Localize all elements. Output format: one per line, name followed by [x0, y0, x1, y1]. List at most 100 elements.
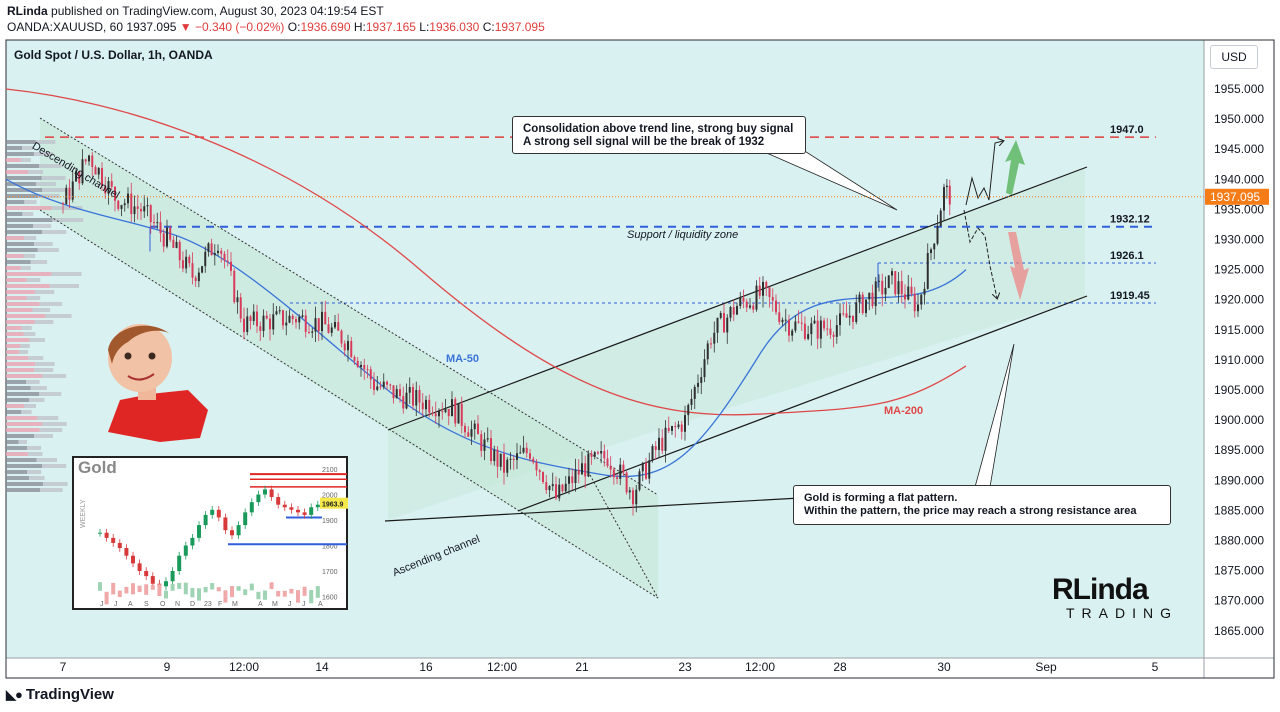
- currency-button[interactable]: USD: [1210, 45, 1258, 69]
- volume-bar: [51, 272, 82, 276]
- callout-top[interactable]: Consolidation above trend line, strong b…: [512, 116, 806, 154]
- candle-body: [166, 227, 168, 247]
- descending-channel-lower[interactable]: [39, 209, 659, 599]
- inset-candle: [256, 494, 261, 503]
- candle-body: [62, 203, 64, 205]
- candle-body: [645, 462, 647, 479]
- volume-bar: [49, 284, 80, 288]
- candle-body: [185, 256, 188, 269]
- high-value: 1937.165: [365, 20, 416, 34]
- inset-y-tick: 2100: [322, 467, 338, 474]
- ascending-channel-lower[interactable]: [517, 295, 1088, 512]
- callout-top-line2: A strong sell signal will be the break o…: [523, 136, 765, 148]
- author-name[interactable]: RLinda: [7, 4, 48, 18]
- candle-body: [431, 412, 434, 414]
- candle-body: [907, 286, 910, 300]
- y-tick-label: 1955.000: [1214, 82, 1264, 96]
- up-arrow-icon: [1005, 140, 1025, 195]
- candle-body: [353, 356, 356, 361]
- ascending-channel-upper[interactable]: [387, 166, 1088, 431]
- volume-bar: [29, 476, 45, 480]
- descending-channel-upper[interactable]: [39, 117, 659, 496]
- x-tick-label: 16: [419, 660, 433, 674]
- candle-body: [178, 241, 181, 261]
- candle-body: [477, 423, 479, 435]
- callout-bottom[interactable]: Gold is forming a flat pattern. Within t…: [793, 485, 1171, 525]
- volume-bar: [28, 356, 44, 360]
- volume-bar: [6, 176, 42, 180]
- candle-body: [191, 263, 194, 278]
- inset-chart[interactable]: 2100 2000 1900 1800 1700 1600 J J A S O N D 23 F M A M J J A…: [72, 456, 348, 610]
- candle-body: [564, 483, 567, 492]
- volume-bar: [6, 212, 23, 216]
- candle-body: [600, 450, 603, 454]
- candle-body: [285, 322, 288, 326]
- candle-body: [638, 471, 641, 490]
- inset-volume: [190, 587, 195, 598]
- inset-volume: [197, 588, 201, 601]
- level-label: 1947.0: [1110, 124, 1144, 136]
- volume-bar: [29, 338, 45, 342]
- inset-volume: [117, 590, 122, 597]
- candle-body: [628, 490, 631, 493]
- candle-body: [460, 403, 463, 426]
- y-tick-label: 1915.000: [1214, 323, 1264, 337]
- volume-bar: [6, 266, 21, 270]
- candle-body: [690, 398, 693, 405]
- inset-volume: [131, 583, 135, 595]
- volume-bar: [6, 188, 43, 192]
- candle-body: [829, 328, 832, 335]
- volume-bar: [35, 362, 55, 366]
- inset-volume: [104, 591, 109, 605]
- tradingview-brand[interactable]: ◣● TradingView: [6, 686, 114, 703]
- volume-bar: [6, 344, 21, 348]
- volume-bar: [42, 464, 67, 468]
- price-axis[interactable]: [1204, 40, 1274, 658]
- candle-body: [130, 193, 133, 215]
- bullish-projection: [965, 141, 1003, 206]
- volume-bar: [6, 458, 37, 462]
- ma200-line[interactable]: [5, 88, 967, 416]
- candle-body: [819, 320, 822, 339]
- flat-pattern-line[interactable]: [384, 497, 801, 522]
- inset-x-tick: J: [302, 601, 306, 608]
- inset-volume: [269, 582, 274, 590]
- inset-volume: [150, 584, 155, 590]
- volume-bar: [27, 452, 43, 456]
- candle-body: [330, 327, 333, 333]
- candles-layer[interactable]: [62, 149, 951, 516]
- candle-body: [900, 281, 903, 295]
- inset-x-tick: J: [114, 601, 118, 608]
- candle-body: [878, 280, 880, 282]
- volume-bar: [6, 362, 36, 366]
- x-tick-label: 14: [315, 660, 329, 674]
- candle-body: [616, 477, 619, 479]
- candle-body: [75, 171, 77, 182]
- volume-bar: [6, 296, 27, 300]
- volume-bar: [6, 218, 53, 222]
- volume-bar: [6, 140, 36, 144]
- x-tick-label: 30: [937, 660, 951, 674]
- inset-candle: [190, 537, 195, 546]
- volume-bar: [6, 488, 40, 492]
- volume-bar: [26, 380, 40, 384]
- candle-body: [140, 208, 142, 212]
- volume-bar: [6, 182, 36, 186]
- inset-candle: [98, 532, 102, 534]
- candle-body: [282, 310, 284, 326]
- volume-bar: [34, 368, 54, 372]
- candle-body: [832, 334, 835, 337]
- candle-body: [587, 453, 590, 477]
- candle-body: [858, 294, 861, 303]
- inset-candle: [104, 532, 109, 538]
- volume-bar: [29, 398, 45, 402]
- x-tick-label: 5: [1152, 660, 1159, 674]
- candle-body: [136, 206, 139, 209]
- candle-body: [881, 280, 884, 295]
- candle-body: [622, 464, 625, 473]
- volume-bar: [34, 242, 53, 246]
- time-axis[interactable]: [6, 658, 1274, 678]
- candle-body: [755, 285, 758, 310]
- candle-body: [379, 386, 382, 388]
- volume-bar: [39, 428, 63, 432]
